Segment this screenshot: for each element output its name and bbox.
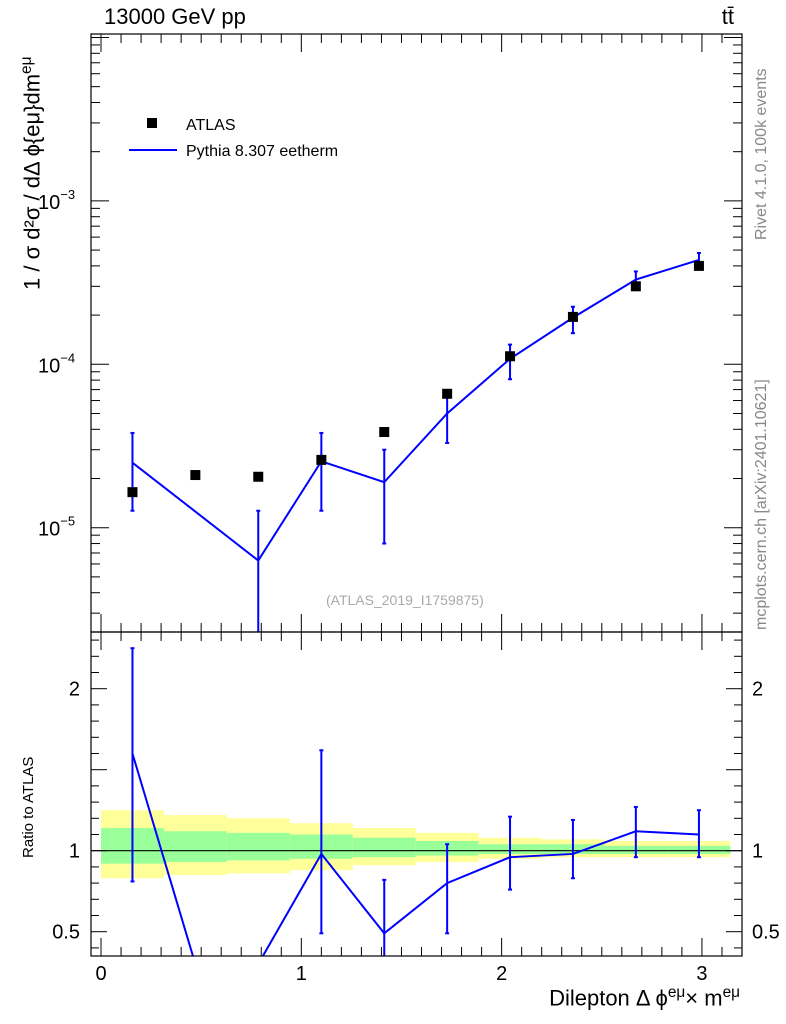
x-tick-label: 3 [696, 963, 707, 985]
y-tick-label-main-exp: −5 [60, 514, 75, 529]
ratio-band-inner [163, 831, 227, 863]
data-point [190, 470, 201, 481]
analysis-id-label: (ATLAS_2019_I1759875) [326, 592, 484, 608]
ratio-band-inner [226, 832, 290, 861]
data-point [316, 454, 327, 465]
ratio-band-inner [352, 837, 416, 858]
x-tick-label: 1 [296, 963, 307, 985]
y-tick-label-ratio-right: 0.5 [752, 922, 780, 944]
data-point [567, 311, 578, 322]
x-axis-label-sup1: eμ [667, 984, 686, 1001]
data-point [630, 281, 641, 292]
main-panel-marks [127, 251, 704, 632]
ratio-series-line [131, 753, 699, 956]
data-point [505, 351, 516, 362]
y-tick-label-ratio: 2 [69, 679, 80, 701]
ratio-panel-bands [91, 810, 742, 879]
x-tick-label: 0 [95, 963, 106, 985]
x-tick-label: 2 [496, 963, 507, 985]
data-point [693, 260, 704, 271]
energy-label: 13000 GeV pp [104, 4, 246, 29]
y-tick-label-ratio: 0.5 [52, 922, 80, 944]
process-label: tt̄ [721, 4, 734, 29]
rivet-version-label: Rivet 4.1.0, 100k events [753, 68, 770, 240]
data-point [379, 427, 390, 438]
y-tick-label-main: 10−5 [38, 514, 75, 541]
y-tick-label-main-exp: −4 [60, 350, 75, 365]
legend-mc-label: Pythia 8.307 eetherm [186, 143, 338, 160]
data-point [253, 471, 264, 482]
mcplots-label: mcplots.cern.ch [arXiv:2401.10621] [753, 379, 770, 630]
y-axis-label-ratio: Ratio to ATLAS [20, 756, 37, 858]
x-axis-label-sup2: eμ [722, 984, 740, 1001]
y-axis-label-main-sup: eμ [18, 56, 35, 74]
x-axis-label: Dilepton Δ ϕeμ× meμ [549, 984, 740, 1011]
y-axis-label-main: 1 / σ d²σ / dΔ ϕ{eμ}dmeμ [18, 57, 45, 291]
x-axis-label-text: Dilepton Δ ϕ [549, 985, 668, 1011]
data-point [127, 487, 138, 498]
y-tick-label-ratio-right: 2 [752, 679, 763, 701]
legend-data-label: ATLAS [186, 117, 236, 134]
data-point [442, 388, 453, 399]
legend-data-marker [147, 118, 157, 128]
y-tick-label-main-exp: −3 [60, 187, 75, 202]
mc-series-line [131, 258, 700, 562]
ratio-panel-marks [130, 647, 701, 956]
y-tick-label-ratio: 1 [69, 841, 80, 863]
y-tick-label-main: 10−4 [38, 350, 75, 377]
ratio-panel-frame [90, 631, 743, 957]
x-axis-label-mid: × m [685, 985, 723, 1011]
y-axis-label-main-text: 1 / σ d²σ / dΔ ϕ{eμ}dm [19, 73, 45, 290]
y-tick-label-ratio-right: 1 [752, 841, 763, 863]
